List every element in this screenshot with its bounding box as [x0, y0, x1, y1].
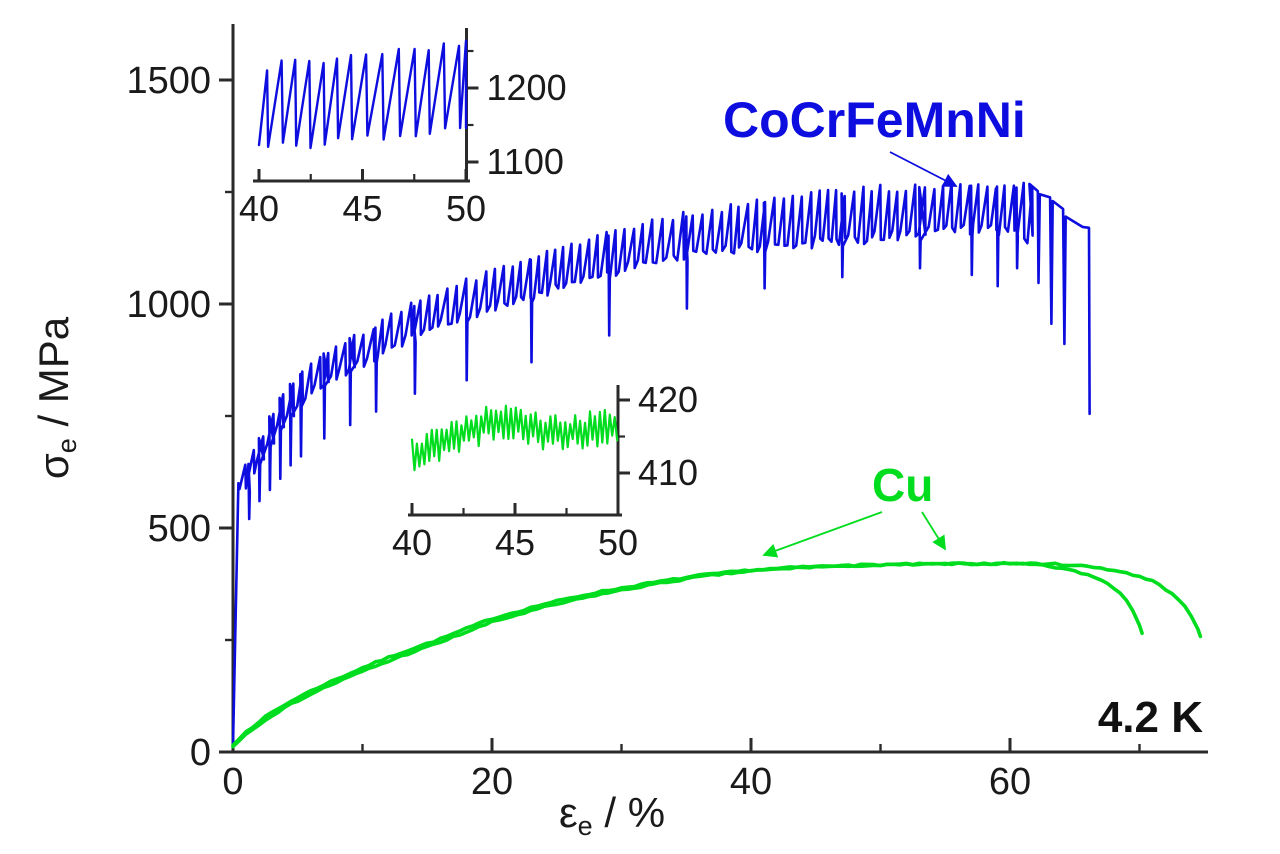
alloy-inset-x-tick-label: 40 [239, 188, 279, 229]
x-axis-tick-label: 60 [989, 761, 1031, 803]
x-axis-tick-label: 20 [471, 761, 513, 803]
y-axis-tick-label: 500 [148, 508, 211, 550]
alloy-inset-x-tick-label: 50 [446, 188, 486, 229]
cu-arrow-right [921, 511, 946, 551]
y-axis-unit: / MPa [30, 316, 77, 439]
alloy-inset-curve [257, 39, 468, 150]
cu-series-label: Cu [872, 459, 934, 511]
alloy-inset-x-tick-label: 45 [342, 188, 382, 229]
x-axis-unit: / % [592, 789, 666, 836]
alloy-series-label: CoCrFeMnNi [723, 92, 1026, 148]
x-axis-tick-label: 0 [222, 761, 243, 803]
cu-curve-2 [231, 560, 1203, 749]
cu-inset-y-tick-label: 410 [638, 452, 698, 493]
cu-inset-x-tick-label: 50 [598, 522, 638, 563]
y-axis-tick-label: 0 [190, 732, 211, 774]
y-axis-subscript: e [51, 438, 82, 454]
cu-inset-y-tick-label: 420 [638, 379, 698, 420]
cu-curve-1 [231, 561, 1144, 748]
cu-inset-curve [410, 404, 619, 472]
x-axis-tick-label: 40 [730, 761, 772, 803]
y-axis-tick-label: 1500 [126, 60, 211, 102]
y-axis-symbol: σ [30, 453, 77, 480]
x-axis-symbol: ε [558, 789, 578, 836]
alloy-inset-y-tick-label: 1200 [487, 67, 567, 108]
cu-inset-x-tick-label: 40 [392, 522, 432, 563]
y-axis-tick-label: 1000 [126, 284, 211, 326]
cu-arrow-left [762, 511, 883, 558]
x-axis-title: εe / % [558, 789, 666, 840]
x-axis-subscript: e [577, 810, 593, 841]
alloy-curve-main [231, 180, 1091, 747]
y-axis-title: σe / MPa [30, 316, 82, 480]
cu-inset-x-tick-label: 45 [495, 522, 535, 563]
temperature-label: 4.2 K [1097, 693, 1203, 742]
alloy-inset-y-tick-label: 1100 [487, 141, 564, 182]
alloy-leader-line [889, 151, 958, 187]
